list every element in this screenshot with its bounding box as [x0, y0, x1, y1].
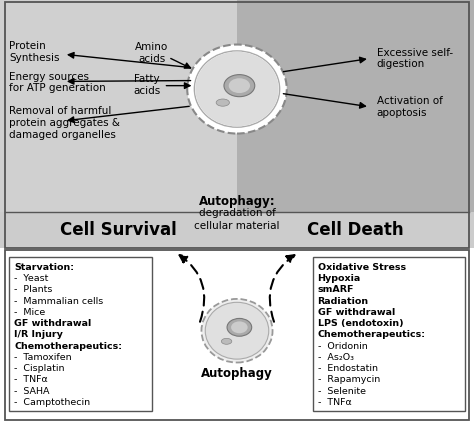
Text: -  Mice: - Mice — [14, 308, 46, 317]
Bar — [0, 212, 474, 248]
Text: LPS (endotoxin): LPS (endotoxin) — [318, 319, 403, 328]
Circle shape — [187, 45, 287, 134]
Ellipse shape — [221, 338, 232, 344]
Text: -  Selenite: - Selenite — [318, 387, 365, 396]
Text: -  Yeast: - Yeast — [14, 274, 49, 283]
Text: -  Endostatin: - Endostatin — [318, 364, 378, 373]
Text: Chemotherapeutics:: Chemotherapeutics: — [14, 342, 122, 351]
Circle shape — [201, 299, 273, 363]
Text: Activation of
apoptosis: Activation of apoptosis — [377, 96, 443, 117]
Text: -  Rapamycin: - Rapamycin — [318, 375, 380, 385]
Text: -  Tamoxifen: - Tamoxifen — [14, 353, 72, 362]
Text: -  TNFα: - TNFα — [318, 398, 351, 407]
Text: -  Plants: - Plants — [14, 285, 53, 294]
Text: -  Cisplatin: - Cisplatin — [14, 364, 65, 373]
Text: Chemotherapeutics:: Chemotherapeutics: — [318, 330, 426, 339]
Bar — [237, 0, 474, 212]
Circle shape — [195, 52, 279, 126]
Text: degradation of
cellular material: degradation of cellular material — [194, 208, 280, 231]
Text: -  Camptothecin: - Camptothecin — [14, 398, 91, 407]
Text: Protein
Synthesis: Protein Synthesis — [9, 41, 60, 62]
Text: I/R Injury: I/R Injury — [14, 330, 63, 339]
Ellipse shape — [227, 318, 252, 336]
Text: Cell Death: Cell Death — [307, 221, 404, 239]
Text: -  Oridonin: - Oridonin — [318, 342, 367, 351]
Ellipse shape — [228, 78, 250, 93]
Text: Removal of harmful
protein aggregates &
damaged organelles: Removal of harmful protein aggregates & … — [9, 106, 120, 139]
Text: Excessive self-
digestion: Excessive self- digestion — [377, 48, 453, 69]
Bar — [5, 2, 469, 248]
Text: -  Mammalian cells: - Mammalian cells — [14, 297, 103, 306]
Ellipse shape — [224, 75, 255, 97]
Text: GF withdrawal: GF withdrawal — [14, 319, 91, 328]
Text: Energy sources
for ATP generation: Energy sources for ATP generation — [9, 72, 106, 93]
Text: Autophagy:: Autophagy: — [199, 195, 275, 208]
Text: Starvation:: Starvation: — [14, 263, 74, 272]
Bar — [313, 257, 465, 411]
Text: -  SAHA: - SAHA — [14, 387, 50, 396]
Text: GF withdrawal: GF withdrawal — [318, 308, 395, 317]
Ellipse shape — [231, 321, 247, 333]
Ellipse shape — [216, 99, 229, 106]
Text: Cell Survival: Cell Survival — [60, 221, 177, 239]
FancyArrowPatch shape — [270, 255, 294, 322]
Text: -  TNFα: - TNFα — [14, 375, 48, 385]
Bar — [9, 257, 152, 411]
FancyArrowPatch shape — [180, 255, 204, 322]
Text: Oxidative Stress: Oxidative Stress — [318, 263, 406, 272]
Circle shape — [205, 302, 269, 359]
Bar — [5, 250, 469, 420]
Text: Fatty
acids: Fatty acids — [133, 74, 161, 95]
Bar — [0, 0, 237, 212]
Text: Amino
acids: Amino acids — [135, 42, 168, 64]
Text: Hypoxia: Hypoxia — [318, 274, 361, 283]
Text: -  As₂O₃: - As₂O₃ — [318, 353, 354, 362]
Bar — [0, 248, 474, 424]
Circle shape — [194, 51, 280, 127]
Text: Autophagy: Autophagy — [201, 367, 273, 380]
Text: Radiation: Radiation — [318, 297, 369, 306]
Text: smARF: smARF — [318, 285, 354, 294]
